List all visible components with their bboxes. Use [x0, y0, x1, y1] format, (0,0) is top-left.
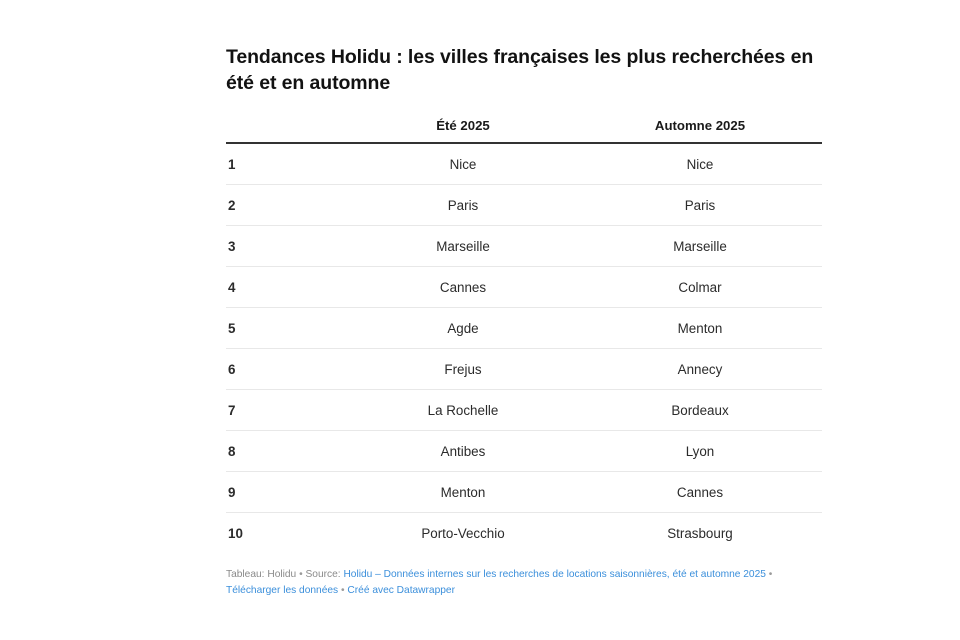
table-row: 1 Nice Nice	[226, 143, 822, 186]
footer-bullet: •	[768, 569, 773, 581]
autumn-city-cell: Annecy	[578, 348, 822, 391]
autumn-city-cell: Marseille	[578, 225, 822, 268]
autumn-city-cell: Bordeaux	[578, 389, 822, 432]
rank-cell: 1	[226, 143, 348, 186]
chart-footer: Tableau: Holidu • Source: Holidu – Donné…	[226, 567, 826, 599]
table-body: 1 Nice Nice 2 Paris Paris 3 Marseille Ma…	[226, 143, 822, 553]
summer-city-cell: Marseille	[348, 225, 578, 268]
rankings-table: Été 2025 Automne 2025 1 Nice Nice 2 Pari…	[226, 118, 822, 553]
table-row: 2 Paris Paris	[226, 184, 822, 227]
footer-bullet: •	[340, 585, 345, 597]
autumn-city-cell: Menton	[578, 307, 822, 350]
page-title: Tendances Holidu : les villes françaises…	[226, 46, 814, 95]
footer-bullet: •	[299, 569, 303, 581]
table-row: 9 Menton Cannes	[226, 471, 822, 514]
table-row: 4 Cannes Colmar	[226, 266, 822, 309]
summer-city-cell: Agde	[348, 307, 578, 350]
autumn-city-cell: Strasbourg	[667, 525, 733, 541]
summer-city-cell: La Rochelle	[348, 389, 578, 432]
summer-city-cell: Menton	[348, 471, 578, 514]
rank-cell: 8	[226, 430, 348, 473]
rank-cell: 3	[226, 225, 348, 268]
summer-city-cell: Frejus	[348, 348, 578, 391]
table-row: 8 Antibes Lyon	[226, 430, 822, 473]
rank-cell: 2	[226, 184, 348, 227]
autumn-city-cell: Paris	[578, 184, 822, 227]
table-row: 10 Porto-Vecchio Strasbourg	[226, 513, 822, 554]
table-row: 5 Agde Menton	[226, 307, 822, 350]
autumn-city-cell: Nice	[578, 143, 822, 186]
table-row: 7 La Rochelle Bordeaux	[226, 389, 822, 432]
source-link[interactable]: Holidu – Données internes sur les recher…	[343, 569, 766, 581]
summer-city-cell: Antibes	[348, 430, 578, 473]
rank-cell: 5	[226, 307, 348, 350]
footer-source-label: Source:	[305, 569, 341, 581]
rank-cell: 7	[226, 389, 348, 432]
chart-container: Tendances Holidu : les villes françaises…	[226, 0, 822, 640]
column-header-rank	[226, 118, 348, 145]
rank-cell: 6	[226, 348, 348, 391]
summer-city-cell: Paris	[348, 184, 578, 227]
footer-credit: Tableau: Holidu	[226, 569, 297, 581]
created-with-datawrapper-link[interactable]: Créé avec Datawrapper	[347, 585, 455, 597]
autumn-city-cell: Colmar	[578, 266, 822, 309]
column-header-autumn: Automne 2025	[578, 118, 822, 145]
summer-city-cell: Porto-Vecchio	[421, 525, 505, 541]
rank-cell: 4	[226, 266, 348, 309]
summer-city-cell: Nice	[348, 143, 578, 186]
table-row: 3 Marseille Marseille	[226, 225, 822, 268]
summer-city-cell: Cannes	[348, 266, 578, 309]
table-header-row: Été 2025 Automne 2025	[226, 118, 822, 145]
table-row: 6 Frejus Annecy	[226, 348, 822, 391]
download-data-link[interactable]: Télécharger les données	[226, 585, 339, 597]
column-header-summer: Été 2025	[348, 118, 578, 145]
rank-cell: 10	[228, 525, 243, 541]
autumn-city-cell: Cannes	[578, 471, 822, 514]
rank-cell: 9	[226, 471, 348, 514]
autumn-city-cell: Lyon	[578, 430, 822, 473]
table-header: Été 2025 Automne 2025	[226, 118, 822, 145]
